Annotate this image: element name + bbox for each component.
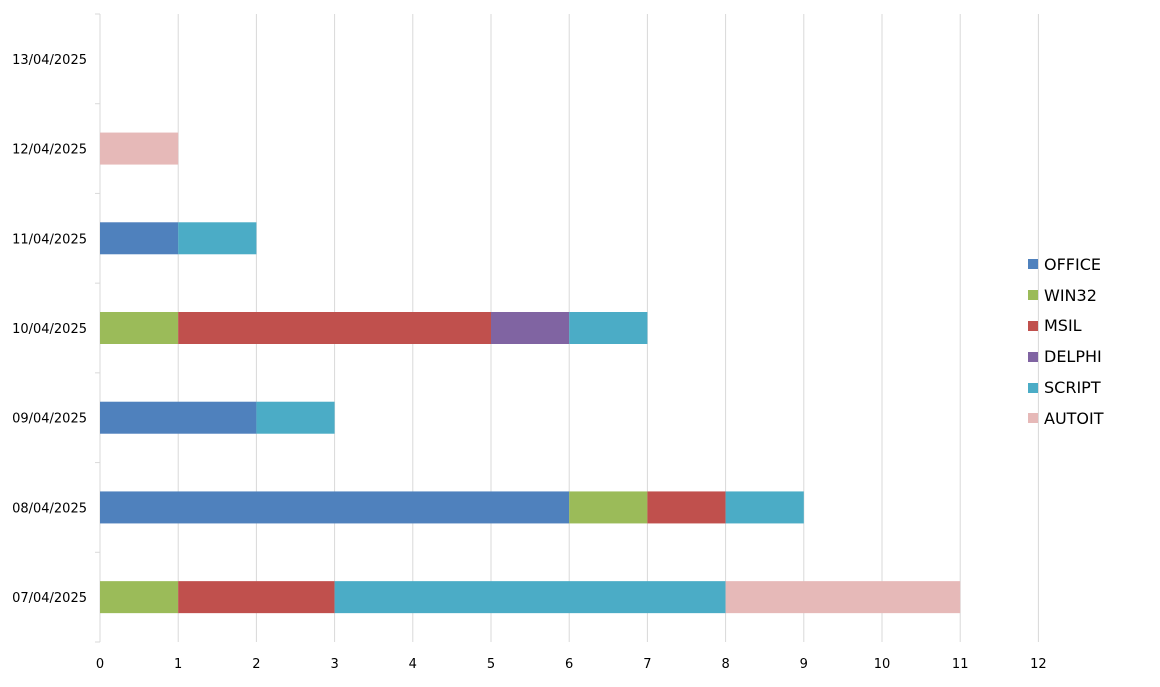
bar-segment-script (334, 581, 726, 614)
legend-label: SCRIPT (1044, 378, 1101, 398)
legend-item-msil: MSIL (1028, 311, 1104, 342)
legend-label: AUTOIT (1044, 408, 1104, 428)
legend-swatch (1028, 382, 1038, 393)
legend-item-script: SCRIPT (1028, 372, 1104, 403)
bar-segment-script (256, 401, 335, 434)
bar-segment-office (100, 491, 570, 524)
y-category-label: 07/04/2025 (12, 591, 87, 606)
y-category-label: 10/04/2025 (12, 322, 87, 337)
x-tick-label: 4 (409, 657, 417, 672)
x-tick-label: 8 (721, 657, 729, 672)
x-tick-label: 6 (565, 657, 573, 672)
legend-item-autoit: AUTOIT (1028, 403, 1104, 434)
bar-segment-autoit (100, 132, 179, 165)
legend-swatch (1028, 413, 1038, 424)
bar-segment-office (100, 222, 179, 255)
bar-segment-script (569, 312, 648, 344)
x-tick-label: 11 (952, 657, 969, 672)
bar-segment-msil (647, 491, 726, 524)
legend-swatch (1028, 259, 1038, 270)
legend-item-win32: WIN32 (1028, 280, 1104, 311)
bar-segment-delphi (491, 312, 570, 344)
legend-label: DELPHI (1044, 347, 1102, 367)
legend-swatch (1028, 290, 1038, 301)
bar-segment-win32 (100, 581, 179, 614)
bar-segment-msil (178, 312, 491, 344)
x-tick-label: 12 (1030, 657, 1047, 672)
legend-label: MSIL (1044, 316, 1082, 336)
legend-swatch (1028, 320, 1038, 331)
chart-legend: OFFICE WIN32 MSIL DELPHI SCRIPT AUTOIT (1028, 249, 1104, 434)
bar-segment-win32 (100, 312, 179, 344)
bar-segment-script (178, 222, 257, 255)
bar-segment-office (100, 401, 257, 434)
x-tick-label: 10 (874, 657, 891, 672)
x-tick-label: 1 (174, 657, 182, 672)
y-category-label: 12/04/2025 (12, 143, 87, 158)
legend-label: OFFICE (1044, 254, 1101, 274)
bar-segment-msil (178, 581, 335, 614)
y-category-label: 09/04/2025 (12, 412, 87, 427)
x-tick-label: 0 (96, 657, 104, 672)
legend-label: WIN32 (1044, 285, 1097, 305)
bar-segment-win32 (569, 491, 648, 524)
legend-item-office: OFFICE (1028, 249, 1104, 280)
bar-segment-autoit (725, 581, 961, 614)
x-tick-label: 7 (643, 657, 651, 672)
y-category-label: 13/04/2025 (12, 53, 87, 68)
y-category-label: 08/04/2025 (12, 501, 87, 516)
bar-segment-script (725, 491, 804, 524)
x-tick-label: 5 (487, 657, 495, 672)
x-tick-label: 9 (800, 657, 808, 672)
legend-item-delphi: DELPHI (1028, 341, 1104, 372)
x-tick-label: 2 (252, 657, 260, 672)
legend-swatch (1028, 351, 1038, 362)
y-category-label: 11/04/2025 (12, 232, 87, 247)
x-tick-label: 3 (330, 657, 338, 672)
